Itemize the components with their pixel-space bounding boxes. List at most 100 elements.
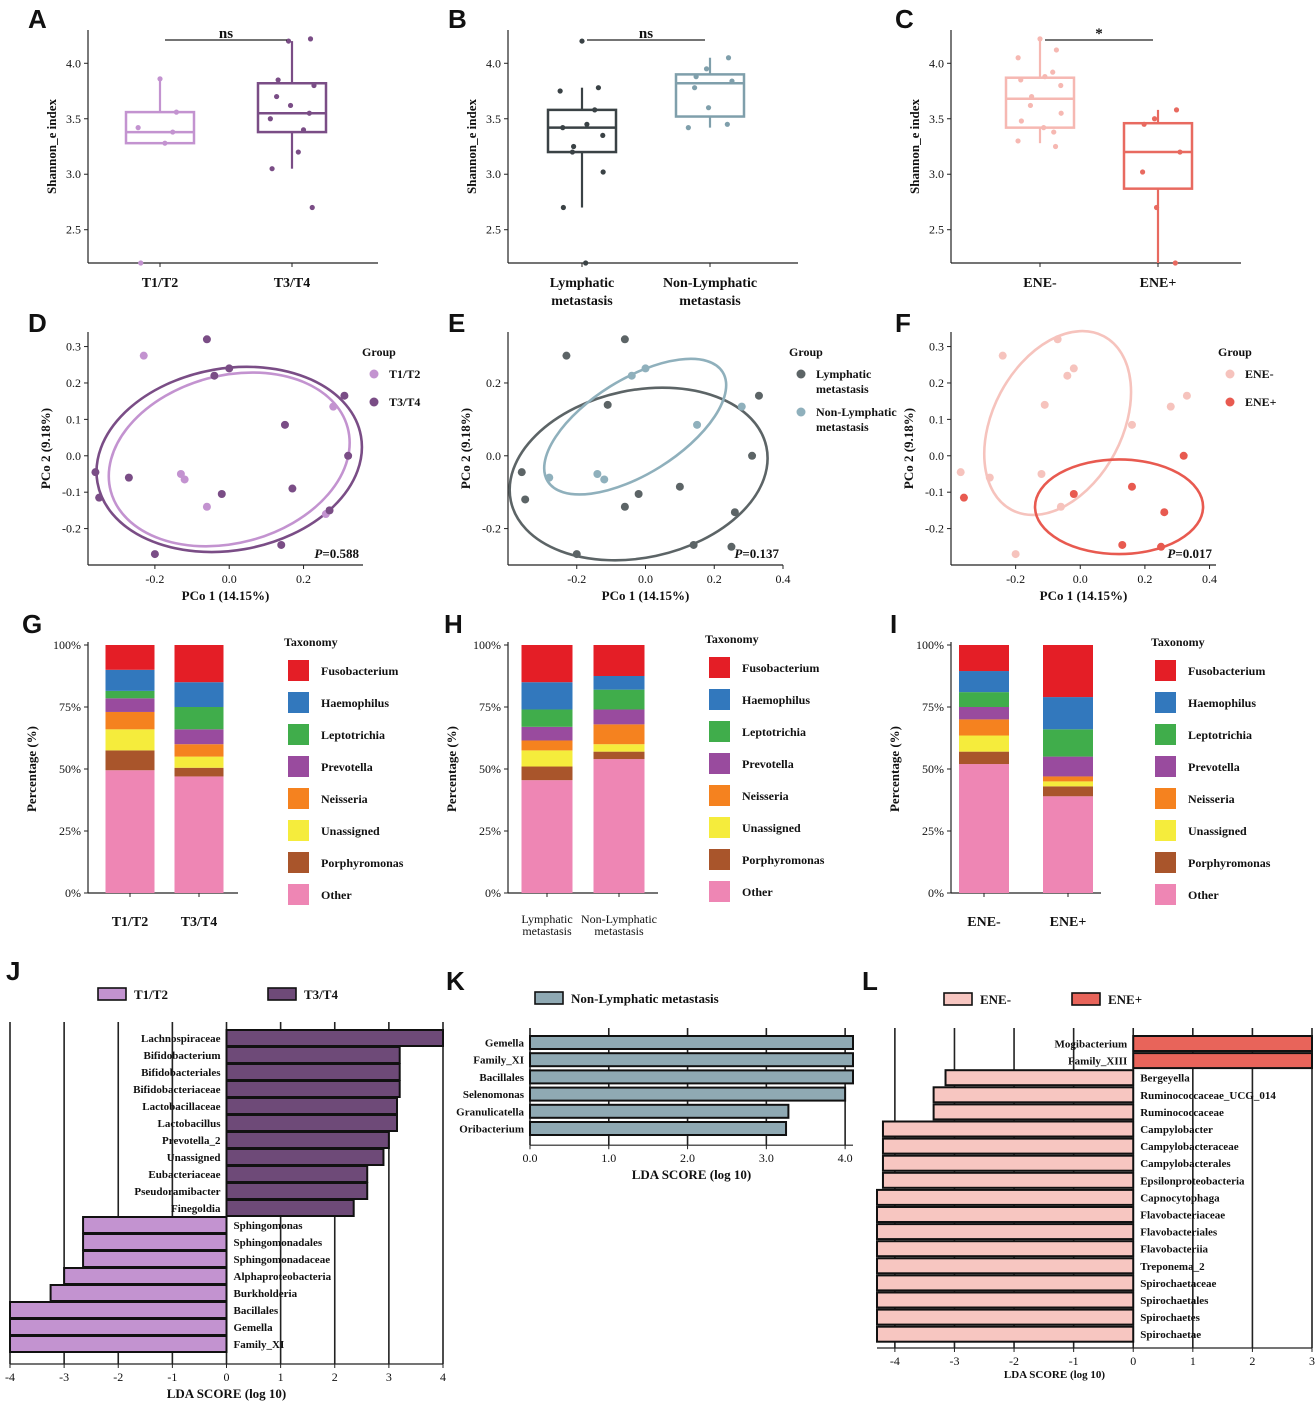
feature-label: Alphaproteobacteria — [234, 1271, 332, 1283]
legend-swatch — [709, 849, 730, 870]
legend-label: Haemophilus — [1188, 696, 1256, 710]
legend-swatch — [288, 884, 309, 905]
confidence-ellipse — [1033, 458, 1205, 556]
feature-label: Granulicatella — [456, 1106, 524, 1118]
confidence-ellipse — [982, 329, 1133, 517]
legend-title: Taxonomy — [284, 635, 338, 649]
bar-segment-fusobacterium — [105, 645, 155, 670]
y-tick-label: 0.3 — [929, 340, 944, 354]
legend-label: Fusobacterium — [321, 664, 398, 678]
x-tick-label: 4.0 — [838, 1151, 853, 1165]
x-tick-label: 2 — [332, 1370, 338, 1384]
bar-segment-haemophilus — [593, 676, 645, 690]
x-tick-label: -1 — [1069, 1354, 1079, 1368]
y-tick-label: 0.0 — [66, 449, 81, 463]
data-point — [202, 335, 211, 344]
feature-label: Bergeyella — [1140, 1073, 1190, 1085]
feature-label: Flavobacteriaceae — [1140, 1210, 1225, 1222]
feature-label: Family_XI — [473, 1055, 524, 1067]
data-point — [1140, 169, 1146, 175]
bar-segment-other — [1043, 796, 1093, 893]
feature-label: Sphingomonadales — [234, 1237, 323, 1249]
data-point — [1160, 508, 1169, 517]
lda-l: Mogibacterium Family_XIII Bergeyella Rumino… — [876, 992, 1315, 1381]
data-point — [170, 129, 176, 135]
bar-segment-fusobacterium — [593, 645, 645, 676]
x-tick-label: ENE+ — [1050, 915, 1087, 930]
bar-segment-prevotella — [593, 709, 645, 725]
lda-bar — [932, 1086, 1135, 1104]
x-tick-label: T3/T4 — [181, 915, 218, 930]
legend-label: T3/T4 — [304, 987, 338, 1002]
feature-label: Finegoldia — [171, 1203, 221, 1215]
data-point — [620, 502, 629, 511]
lda-bar — [876, 1257, 1135, 1275]
y-tick-label: -0.2 — [925, 522, 944, 536]
y-tick-label: 0.1 — [66, 412, 81, 426]
x-axis-label: LDA SCORE (log 10) — [167, 1386, 287, 1401]
x-axis-label: LDA SCORE (log 10) — [1004, 1369, 1105, 1381]
lda-bar — [876, 1206, 1135, 1223]
bar-segment-prevotella — [105, 698, 155, 712]
data-point — [1141, 121, 1147, 127]
y-tick-label: 4.0 — [66, 56, 81, 70]
feature-label: Oribacterium — [459, 1124, 524, 1136]
lda-bar — [529, 1103, 790, 1119]
bar-segment-haemophilus — [959, 671, 1009, 693]
feature-label: Unassigned — [167, 1152, 221, 1164]
legend-marker — [369, 369, 379, 379]
legend-swatch — [943, 992, 973, 1006]
data-point — [311, 82, 317, 89]
bar-segment-prevotella — [959, 707, 1009, 720]
x-tick-label: -0.2 — [567, 572, 586, 586]
bar-segment-porphyromonas — [593, 751, 645, 760]
data-point — [180, 475, 189, 484]
data-point — [634, 490, 643, 499]
bar-segment-leptotrichia — [521, 709, 573, 727]
lda-bar — [876, 1188, 1135, 1206]
data-point — [135, 125, 141, 131]
feature-label: Sphingomonadaceae — [234, 1254, 331, 1266]
panel-label-b: B — [448, 4, 467, 34]
data-point — [985, 473, 994, 482]
data-point — [570, 143, 577, 150]
bar-segment-unassigned — [105, 729, 155, 751]
x-tick-label: metastasis — [594, 924, 644, 938]
bar-segment-fusobacterium — [521, 645, 573, 683]
panel-label-d: D — [28, 308, 47, 338]
legend-label: ENE+ — [1245, 395, 1277, 409]
data-point — [309, 204, 315, 211]
x-axis-label: PCo 1 (14.15%) — [1040, 588, 1128, 603]
panel-label-a: A — [28, 4, 47, 34]
data-point — [675, 482, 684, 491]
x-tick-label: metastasis — [679, 294, 741, 309]
legend-swatch — [1155, 884, 1176, 905]
feature-label: Lachnospiraceae — [141, 1033, 221, 1045]
y-tick-label: 0.1 — [929, 412, 944, 426]
y-tick-label: 0.3 — [66, 340, 81, 354]
legend-label: metastasis — [816, 382, 869, 396]
legend-swatch — [1155, 756, 1176, 777]
legend-swatch — [1155, 724, 1176, 745]
lda-bar — [225, 1046, 401, 1064]
bar-segment-haemophilus — [521, 682, 573, 710]
y-axis-label: Percentage (%) — [24, 726, 39, 812]
x-tick-label: ENE- — [1023, 276, 1057, 291]
stacked-bar-g: 0% 25% 50% 75% 100% Percentage (%) T1/T2 T3/T4 T… — [24, 635, 404, 930]
data-point — [225, 364, 234, 373]
legend-swatch — [1155, 852, 1176, 873]
lda-bar — [876, 1291, 1135, 1309]
panel-label-f: F — [895, 308, 911, 338]
legend-label: Porphyromonas — [321, 856, 404, 870]
legend-label: Lymphatic — [816, 367, 872, 381]
bar-segment-fusobacterium — [174, 645, 224, 683]
boxplot-a: 2.5 3.0 3.5 4.0 Shannon_e index T1/T2 T3/T4 ns — [44, 26, 378, 291]
legend-swatch — [1155, 788, 1176, 809]
bar-segment-neisseria — [105, 711, 155, 730]
lda-j: Lachnospiraceae Bifidobacterium Bifidobact… — [5, 987, 446, 1401]
box — [124, 110, 196, 145]
data-point — [693, 420, 702, 429]
data-point — [138, 260, 144, 266]
data-point — [600, 132, 606, 139]
stacked-bar-h: 0%25%50%75%100%Percentage (%)Lymphaticme… — [444, 632, 825, 938]
